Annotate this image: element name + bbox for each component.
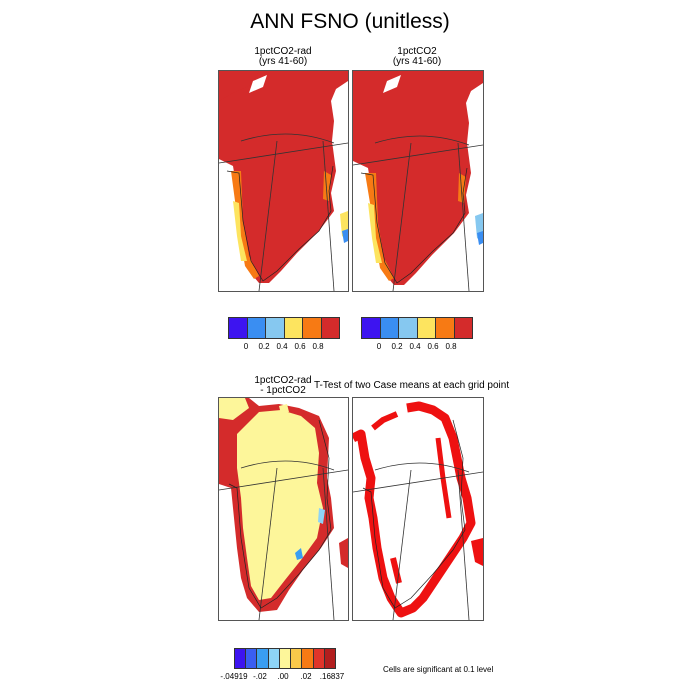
colorbar-1-label: 0 <box>243 342 249 351</box>
colorbar-swatch <box>436 318 455 338</box>
panel-4-title: T-Test of two Case means at each grid po… <box>314 380 510 391</box>
colorbar-2-label: 0.2 <box>391 342 403 351</box>
map-ttest-significance <box>353 401 483 620</box>
colorbar-swatch <box>362 318 381 338</box>
colorbar-swatch <box>257 649 269 668</box>
colorbar-swatch <box>324 649 335 668</box>
colorbar-swatch <box>321 318 339 338</box>
colorbar-swatch <box>399 318 418 338</box>
colorbar-2-label: 0.8 <box>445 342 457 351</box>
panel-3-title: 1pctCO2-rad - 1pctCO2 <box>254 375 312 396</box>
colorbar-panel-1-labels: 0 0.2 0.4 0.6 0.8 <box>228 342 338 354</box>
colorbar-swatch <box>303 318 322 338</box>
colorbar-diff-label: .16837 <box>319 672 345 681</box>
map-panel-1pctco2 <box>352 70 484 292</box>
map-1pctco2-rad <box>219 71 348 291</box>
map-panel-difference <box>218 397 349 621</box>
colorbar-swatch <box>268 649 280 668</box>
map-panel-ttest <box>352 397 484 621</box>
colorbar-1-label: 0.8 <box>312 342 324 351</box>
colorbar-panel-2-labels: 0 0.2 0.4 0.6 0.8 <box>361 342 471 354</box>
colorbar-2-label: 0.4 <box>409 342 421 351</box>
colorbar-difference-labels: -.04919 -.02 .00 .02 .16837 <box>214 672 354 684</box>
colorbar-2-label: 0.6 <box>427 342 439 351</box>
map-panel-1pctco2-rad <box>218 70 349 292</box>
figure-title: ANN FSNO (unitless) <box>250 10 450 33</box>
colorbar-diff-label: .00 <box>277 672 289 681</box>
colorbar-swatch <box>266 318 285 338</box>
colorbar-swatch <box>235 649 247 668</box>
colorbar-swatch <box>246 649 258 668</box>
colorbar-swatch <box>279 649 292 668</box>
colorbar-2-label: 0 <box>376 342 382 351</box>
map-1pctco2 <box>353 71 483 291</box>
colorbar-swatch <box>380 318 399 338</box>
colorbar-swatch <box>229 318 248 338</box>
panel-1-title: 1pctCO2-rad (yrs 41-60) <box>254 46 312 67</box>
colorbar-difference <box>234 648 336 669</box>
colorbar-swatch <box>291 649 303 668</box>
colorbar-swatch <box>302 649 314 668</box>
colorbar-1-label: 0.6 <box>294 342 306 351</box>
colorbar-swatch <box>417 318 436 338</box>
map-difference <box>219 398 348 620</box>
colorbar-swatch <box>247 318 266 338</box>
colorbar-swatch <box>284 318 303 338</box>
colorbar-swatch <box>454 318 472 338</box>
significance-note: Cells are significant at 0.1 level <box>383 665 494 674</box>
colorbar-diff-label: -.04919 <box>220 672 248 681</box>
colorbar-panel-1 <box>228 317 340 339</box>
colorbar-1-label: 0.4 <box>276 342 288 351</box>
colorbar-1-label: 0.2 <box>258 342 270 351</box>
panel-2-title: 1pctCO2 (yrs 41-60) <box>392 46 442 67</box>
colorbar-swatch <box>313 649 325 668</box>
colorbar-diff-label: .02 <box>300 672 312 681</box>
colorbar-panel-2 <box>361 317 473 339</box>
colorbar-diff-label: -.02 <box>253 672 267 681</box>
